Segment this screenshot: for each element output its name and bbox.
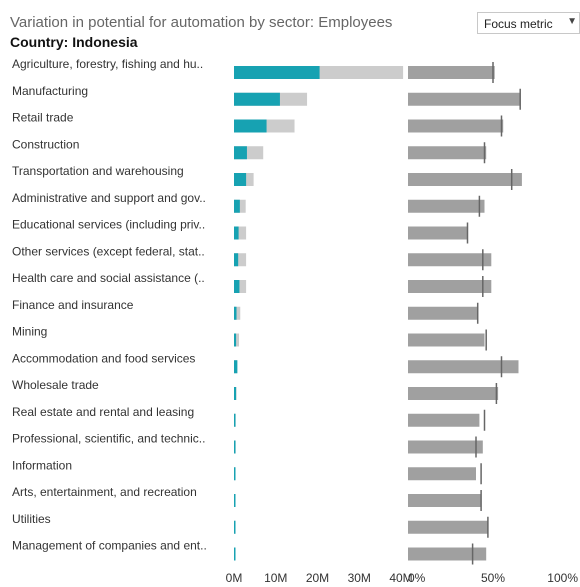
automatable-employees-bar bbox=[234, 146, 247, 160]
total-employees-bar bbox=[234, 333, 240, 347]
sector-label: Retail trade bbox=[12, 111, 74, 125]
automation-percent-bar bbox=[408, 253, 492, 267]
sector-label: Management of companies and ent.. bbox=[12, 539, 207, 553]
automatable-employees-bar bbox=[234, 440, 236, 454]
focus-metric-label: Focus metric bbox=[484, 17, 553, 31]
automatable-employees-bar bbox=[234, 92, 280, 106]
sector-label: Administrative and support and gov.. bbox=[12, 191, 206, 205]
x-tick-label: 0M bbox=[226, 571, 243, 585]
automation-percent-bar bbox=[408, 226, 468, 240]
automation-percent-bar bbox=[408, 360, 519, 374]
sector-label: Transportation and warehousing bbox=[12, 164, 184, 178]
automatable-employees-bar bbox=[234, 173, 247, 186]
sector-label: Professional, scientific, and technic.. bbox=[12, 432, 205, 446]
sector-label: Wholesale trade bbox=[12, 378, 99, 392]
sector-label: Construction bbox=[12, 137, 79, 151]
automatable-employees-bar bbox=[234, 66, 320, 79]
automation-percent-bar bbox=[408, 547, 487, 561]
chart-title: Variation in potential for automation by… bbox=[10, 14, 393, 31]
automation-percent-bar bbox=[408, 199, 485, 213]
sector-label: Real estate and rental and leasing bbox=[12, 405, 194, 419]
automation-percent-bar bbox=[408, 92, 521, 106]
automatable-employees-bar bbox=[234, 467, 236, 481]
sector-label: Health care and social assistance (.. bbox=[12, 271, 205, 285]
x-tick-label: 20M bbox=[306, 571, 329, 585]
automatable-employees-bar bbox=[234, 333, 237, 347]
automation-percent-bar bbox=[408, 413, 480, 427]
automation-percent-bar bbox=[408, 146, 487, 160]
x-tick-label: 0% bbox=[408, 571, 426, 585]
country-label: Country: Indonesia bbox=[10, 34, 138, 50]
automatable-employees-bar bbox=[234, 119, 267, 133]
x-tick-label: 10M bbox=[264, 571, 287, 585]
automation-percent-bar bbox=[408, 173, 522, 186]
automation-percent-bar bbox=[408, 66, 495, 79]
automatable-employees-bar bbox=[234, 494, 236, 507]
automation-percent-bar bbox=[408, 440, 483, 454]
sector-label: Arts, entertainment, and recreation bbox=[12, 485, 197, 499]
automatable-employees-bar bbox=[234, 360, 238, 374]
automatable-employees-bar bbox=[234, 306, 237, 320]
sector-label: Finance and insurance bbox=[12, 298, 134, 312]
automatable-employees-bar bbox=[234, 413, 236, 427]
sector-label: Information bbox=[12, 458, 72, 472]
automation-percent-bar bbox=[408, 306, 478, 320]
automatable-employees-bar bbox=[234, 226, 239, 240]
sector-label: Educational services (including priv.. bbox=[12, 218, 205, 232]
sector-label: Utilities bbox=[12, 512, 51, 526]
automatable-employees-bar bbox=[234, 253, 239, 267]
sector-label: Accommodation and food services bbox=[12, 351, 195, 365]
x-tick-label: 40M bbox=[389, 571, 412, 585]
sector-label: Other services (except federal, stat.. bbox=[12, 244, 205, 258]
sector-label: Manufacturing bbox=[12, 84, 88, 98]
automation-percent-bar bbox=[408, 280, 492, 293]
automatable-employees-bar bbox=[234, 199, 240, 213]
sector-label: Agriculture, forestry, fishing and hu.. bbox=[12, 57, 203, 71]
automation-percent-bar bbox=[408, 387, 499, 400]
x-tick-label: 50% bbox=[481, 571, 505, 585]
automation-percent-bar bbox=[408, 333, 485, 347]
x-tick-label: 100% bbox=[547, 571, 578, 585]
automation-percent-bar bbox=[408, 520, 488, 534]
automatable-employees-bar bbox=[234, 387, 237, 400]
sector-label: Mining bbox=[12, 325, 47, 339]
triangle-down-icon: ▼ bbox=[567, 16, 577, 27]
automation-percent-bar bbox=[408, 494, 482, 507]
total-employees-bar bbox=[234, 306, 241, 320]
x-tick-label: 30M bbox=[348, 571, 371, 585]
automation-percent-bar bbox=[408, 467, 476, 481]
automatable-employees-bar bbox=[234, 547, 236, 561]
automatable-employees-bar bbox=[234, 280, 240, 293]
automatable-employees-bar bbox=[234, 520, 236, 534]
automation-percent-bar bbox=[408, 119, 504, 133]
